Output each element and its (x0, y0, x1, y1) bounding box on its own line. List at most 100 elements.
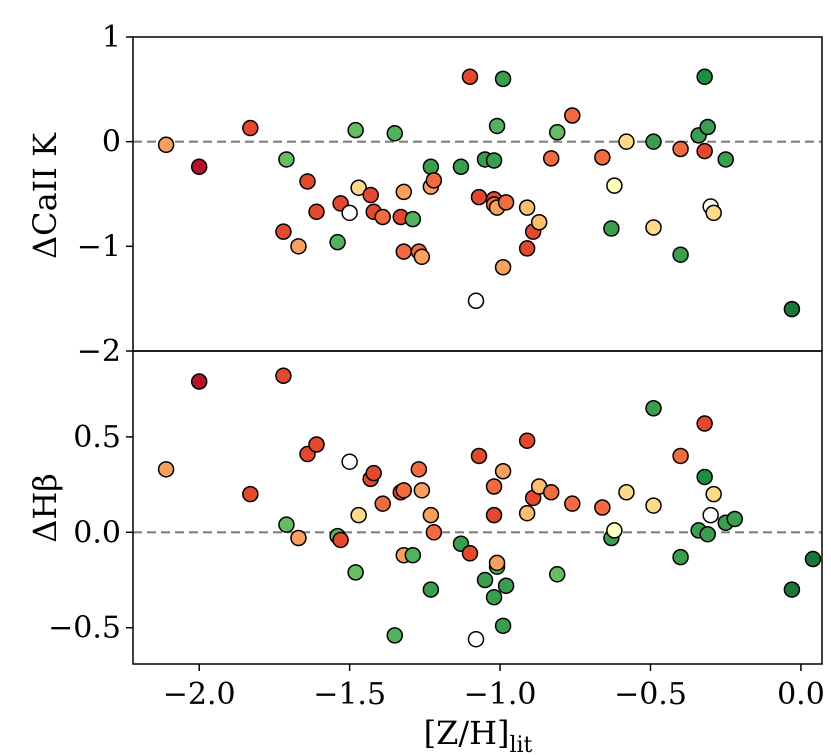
bottom-point-9 (332, 531, 349, 549)
top-y-axis-ticks: 1 0 −1 −2 (77, 20, 133, 369)
top-point-60 (717, 151, 734, 168)
top-point-61 (783, 300, 801, 318)
xtick-label-3: −0.5 (614, 677, 687, 712)
bottom-point-14 (365, 464, 382, 482)
bottom-point-48 (606, 522, 623, 539)
bottom-point-30 (476, 571, 494, 589)
top-ytick-label-0: 1 (102, 20, 121, 55)
top-point-52 (672, 246, 689, 263)
bottom-point-50 (645, 497, 662, 514)
bottom-point-57 (699, 525, 716, 543)
top-point-18 (395, 183, 413, 201)
top-point-7 (308, 203, 325, 221)
xtick-label-2: −1.0 (464, 677, 537, 712)
bottom-point-27 (461, 545, 479, 562)
top-y-axis-label: ΔCaII K (26, 132, 64, 259)
top-panel: 1 0 −1 −2 ΔCaII K (26, 20, 823, 369)
top-point-16 (386, 125, 404, 142)
bottom-point-1 (190, 373, 208, 390)
bottom-point-20 (404, 546, 422, 564)
top-point-42 (530, 214, 548, 231)
top-point-11 (347, 121, 364, 139)
bottom-point-4 (278, 516, 295, 533)
bottom-point-37 (494, 462, 512, 480)
bottom-point-38 (497, 577, 515, 594)
top-ytick-label-2: −1 (77, 229, 121, 264)
bottom-point-61 (726, 510, 743, 528)
bottom-point-25 (425, 524, 443, 541)
bottom-point-24 (422, 506, 440, 524)
top-point-33 (485, 152, 503, 169)
x-axis-label: [Z/H]lit (424, 714, 533, 755)
top-point-47 (603, 220, 620, 237)
bottom-point-35 (488, 554, 506, 572)
top-point-40 (518, 199, 536, 216)
top-point-29 (470, 188, 488, 206)
top-point-6 (299, 173, 316, 190)
bottom-point-28 (467, 630, 485, 648)
xtick-label-4: 0.0 (777, 677, 825, 712)
bottom-point-11 (347, 564, 364, 581)
bottom-point-32 (485, 478, 503, 495)
bottom-point-55 (696, 468, 713, 486)
top-point-53 (672, 140, 689, 158)
top-point-3 (275, 223, 292, 240)
bottom-point-51 (645, 400, 662, 417)
bottom-point-16 (386, 627, 404, 644)
bottom-point-21 (410, 461, 428, 478)
bottom-panel-points (157, 367, 822, 648)
top-point-28 (467, 292, 485, 310)
bottom-point-49 (618, 483, 635, 501)
xtick-label-0: −2.0 (163, 677, 236, 712)
top-point-48 (606, 177, 623, 194)
top-ytick-label-1: 0 (102, 125, 121, 160)
bottom-point-31 (485, 506, 503, 524)
x-axis-label-main: [Z/H] (424, 714, 510, 752)
top-point-27 (461, 68, 479, 86)
bottom-point-40 (518, 504, 536, 522)
top-point-10 (341, 204, 358, 222)
bottom-point-5 (290, 529, 307, 547)
top-point-26 (452, 158, 470, 176)
top-point-43 (542, 150, 560, 167)
bottom-point-58 (702, 506, 719, 524)
bottom-point-46 (594, 499, 611, 516)
top-point-57 (699, 118, 716, 136)
bottom-point-7 (308, 436, 325, 453)
top-point-15 (374, 208, 391, 226)
x-axis-label-subscript: lit (509, 733, 532, 755)
top-point-59 (705, 204, 722, 222)
top-point-49 (618, 133, 635, 150)
bottom-point-39 (518, 432, 536, 449)
bottom-point-0 (157, 461, 175, 478)
bottom-point-15 (374, 495, 391, 512)
top-point-13 (362, 186, 379, 204)
bottom-panel: 0.5 0.0 −0.5 −2.0 −1.5 −1.0 −0.5 0.0 ΔHβ (26, 350, 825, 712)
top-point-2 (242, 119, 259, 137)
top-point-55 (696, 68, 713, 86)
bottom-point-56 (696, 415, 713, 432)
top-point-12 (350, 179, 367, 196)
xtick-label-1: −1.5 (313, 677, 386, 712)
x-axis-ticks: −2.0 −1.5 −1.0 −0.5 0.0 (163, 664, 825, 712)
top-point-0 (157, 136, 175, 154)
bottom-point-63 (804, 550, 822, 568)
top-point-56 (696, 142, 713, 160)
top-point-36 (494, 70, 512, 88)
top-point-45 (564, 107, 581, 124)
bottom-panel-frame (132, 350, 823, 665)
bottom-point-62 (783, 581, 801, 598)
top-point-38 (497, 194, 515, 211)
bottom-point-52 (672, 548, 689, 566)
top-point-4 (278, 151, 295, 168)
top-point-44 (548, 123, 566, 141)
top-point-20 (404, 210, 422, 228)
bottom-y-axis-ticks: 0.5 0.0 −0.5 (48, 420, 133, 646)
top-point-34 (488, 117, 506, 135)
top-point-46 (594, 149, 611, 166)
top-point-19 (395, 243, 413, 260)
bottom-point-19 (395, 482, 413, 499)
top-point-39 (518, 240, 536, 257)
top-panel-points (157, 68, 801, 318)
bottom-point-12 (350, 506, 367, 524)
